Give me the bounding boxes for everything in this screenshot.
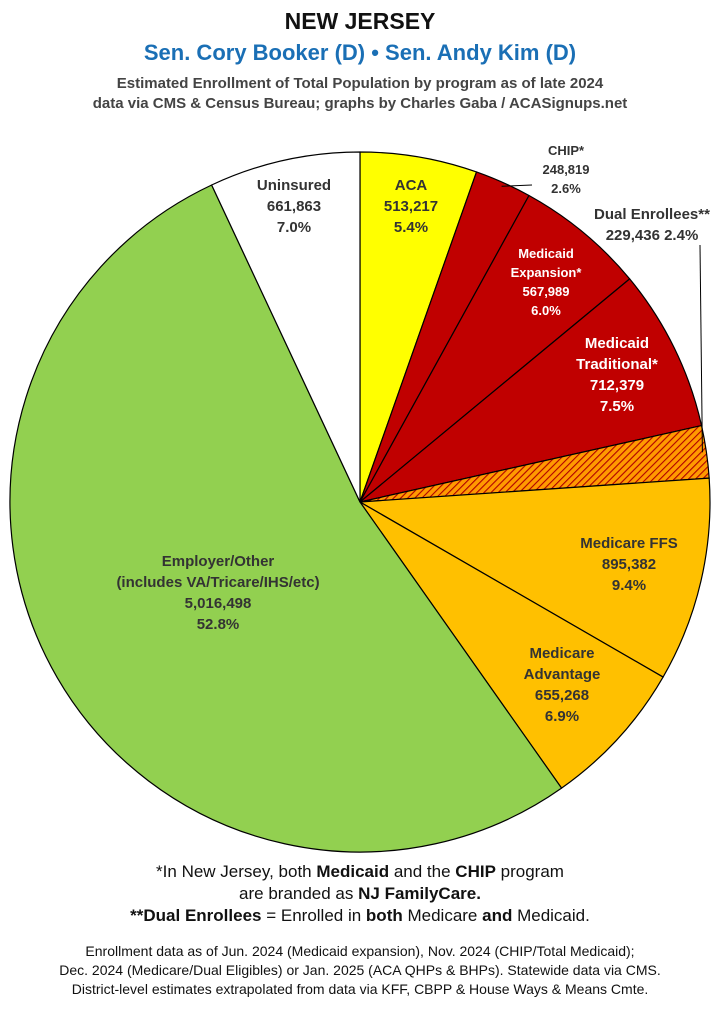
slice-label-medicaid-traditional: Medicaid Traditional* 712,379 7.5%: [576, 335, 658, 415]
slice-label-medicare-ffs: Medicare FFS 895,382 9.4%: [580, 535, 678, 594]
footnote-dual-enrollees: **Dual Enrollees = Enrolled in both Medi…: [130, 906, 590, 925]
senators-subtitle: Sen. Cory Booker (D) • Sen. Andy Kim (D): [143, 40, 577, 65]
pie-chart: ACA 513,217 5.4% CHIP* 248,819 2.6% Medicaid Ex…: [9, 143, 711, 853]
pie-slice-medicare-advantage: [359, 501, 664, 789]
pie-slice-uninsured: [211, 151, 361, 503]
pie-slice-employer-other-includes-va-tricare-ihs-etc: [9, 184, 563, 853]
source-note-2: Dec. 2024 (Medicare/Dual Eligibles) or J…: [59, 962, 661, 978]
pie-slice-medicaid-traditional: [359, 278, 703, 503]
chart-description: Estimated Enrollment of Total Population…: [116, 75, 604, 92]
slice-label-medicare-advantage: Medicare Advantage 655,268 6.9%: [524, 645, 601, 725]
source-note-1: Enrollment data as of Jun. 2024 (Medicai…: [85, 943, 635, 959]
slice-label-dual-enrollees: Dual Enrollees** 229,436 2.4%: [594, 206, 710, 244]
pie-slice-medicare-ffs: [359, 477, 711, 678]
leader-line-dual-enrollees: [699, 244, 703, 453]
leader-line-chip: [501, 184, 533, 187]
page-title: NEW JERSEY: [284, 8, 436, 34]
source-note-3: District-level estimates extrapolated fr…: [71, 981, 649, 997]
footnote-branding: *In New Jersey, both Medicaid and the CH…: [156, 862, 564, 881]
slice-label-medicaid-expansion: Medicaid Expansion* 567,989 6.0%: [511, 246, 583, 318]
footnote-branding-cont: are branded as NJ FamilyCare.: [239, 884, 481, 903]
pie-slice-medicaid-expansion: [359, 194, 631, 503]
slice-label-aca: ACA 513,217 5.4%: [384, 177, 438, 236]
chart-source-credit: data via CMS & Census Bureau; graphs by …: [92, 95, 628, 112]
slice-label-chip: CHIP* 248,819 2.6%: [543, 143, 590, 196]
slice-label-uninsured: Uninsured 661,863 7.0%: [257, 177, 331, 236]
slice-label-employer-other-includes-va-tricare-ihs-etc: Employer/Other (includes VA/Tricare/IHS/e…: [116, 553, 319, 633]
